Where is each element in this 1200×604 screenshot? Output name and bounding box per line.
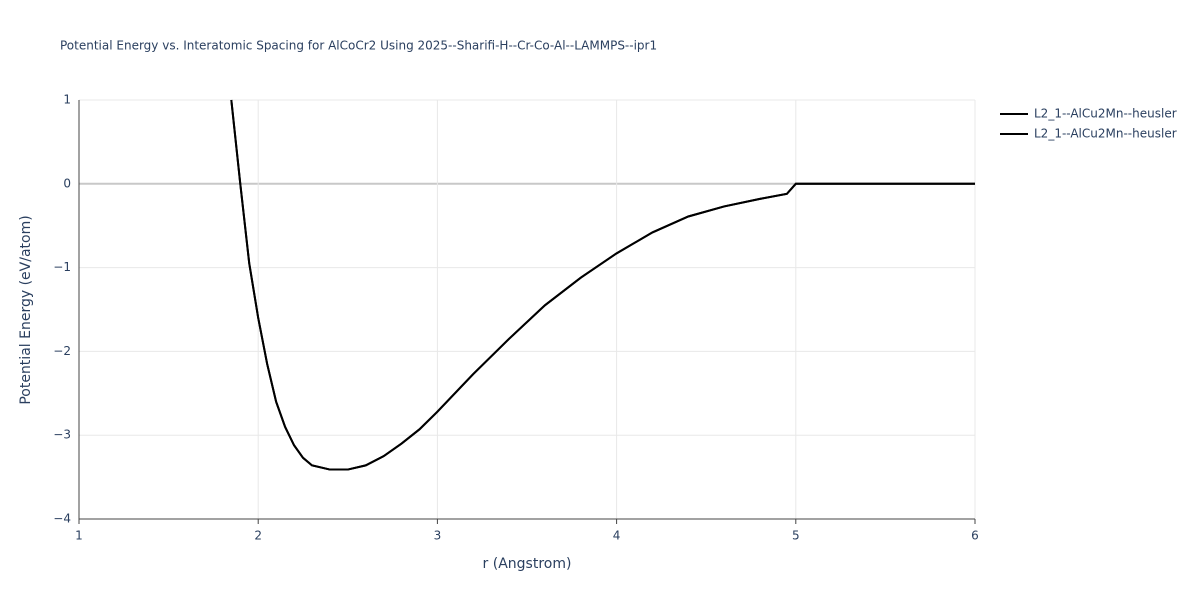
- x-tick-label: 5: [792, 529, 800, 543]
- x-tick-label: 1: [75, 529, 83, 543]
- x-tick-label: 6: [971, 529, 979, 543]
- y-tick-label: −2: [53, 344, 71, 358]
- x-axis-label: r (Angstrom): [483, 556, 572, 572]
- legend-label: L2_1--AlCu2Mn--heusler: [1034, 127, 1177, 141]
- legend-label: L2_1--AlCu2Mn--heusler: [1034, 107, 1177, 121]
- data-line: [230, 99, 975, 471]
- data-line: [230, 99, 975, 471]
- x-tick-label: 2: [254, 529, 262, 543]
- y-tick-label: 1: [63, 93, 71, 107]
- y-tick-label: −4: [53, 512, 71, 526]
- x-tick-label: 3: [434, 529, 442, 543]
- y-axis-label: Potential Energy (eV/atom): [18, 215, 34, 404]
- x-tick-label: 4: [613, 529, 621, 543]
- chart-title: Potential Energy vs. Interatomic Spacing…: [60, 39, 657, 53]
- y-tick-label: −3: [53, 428, 71, 442]
- y-tick-label: 0: [63, 176, 71, 190]
- y-tick-label: −1: [53, 260, 71, 274]
